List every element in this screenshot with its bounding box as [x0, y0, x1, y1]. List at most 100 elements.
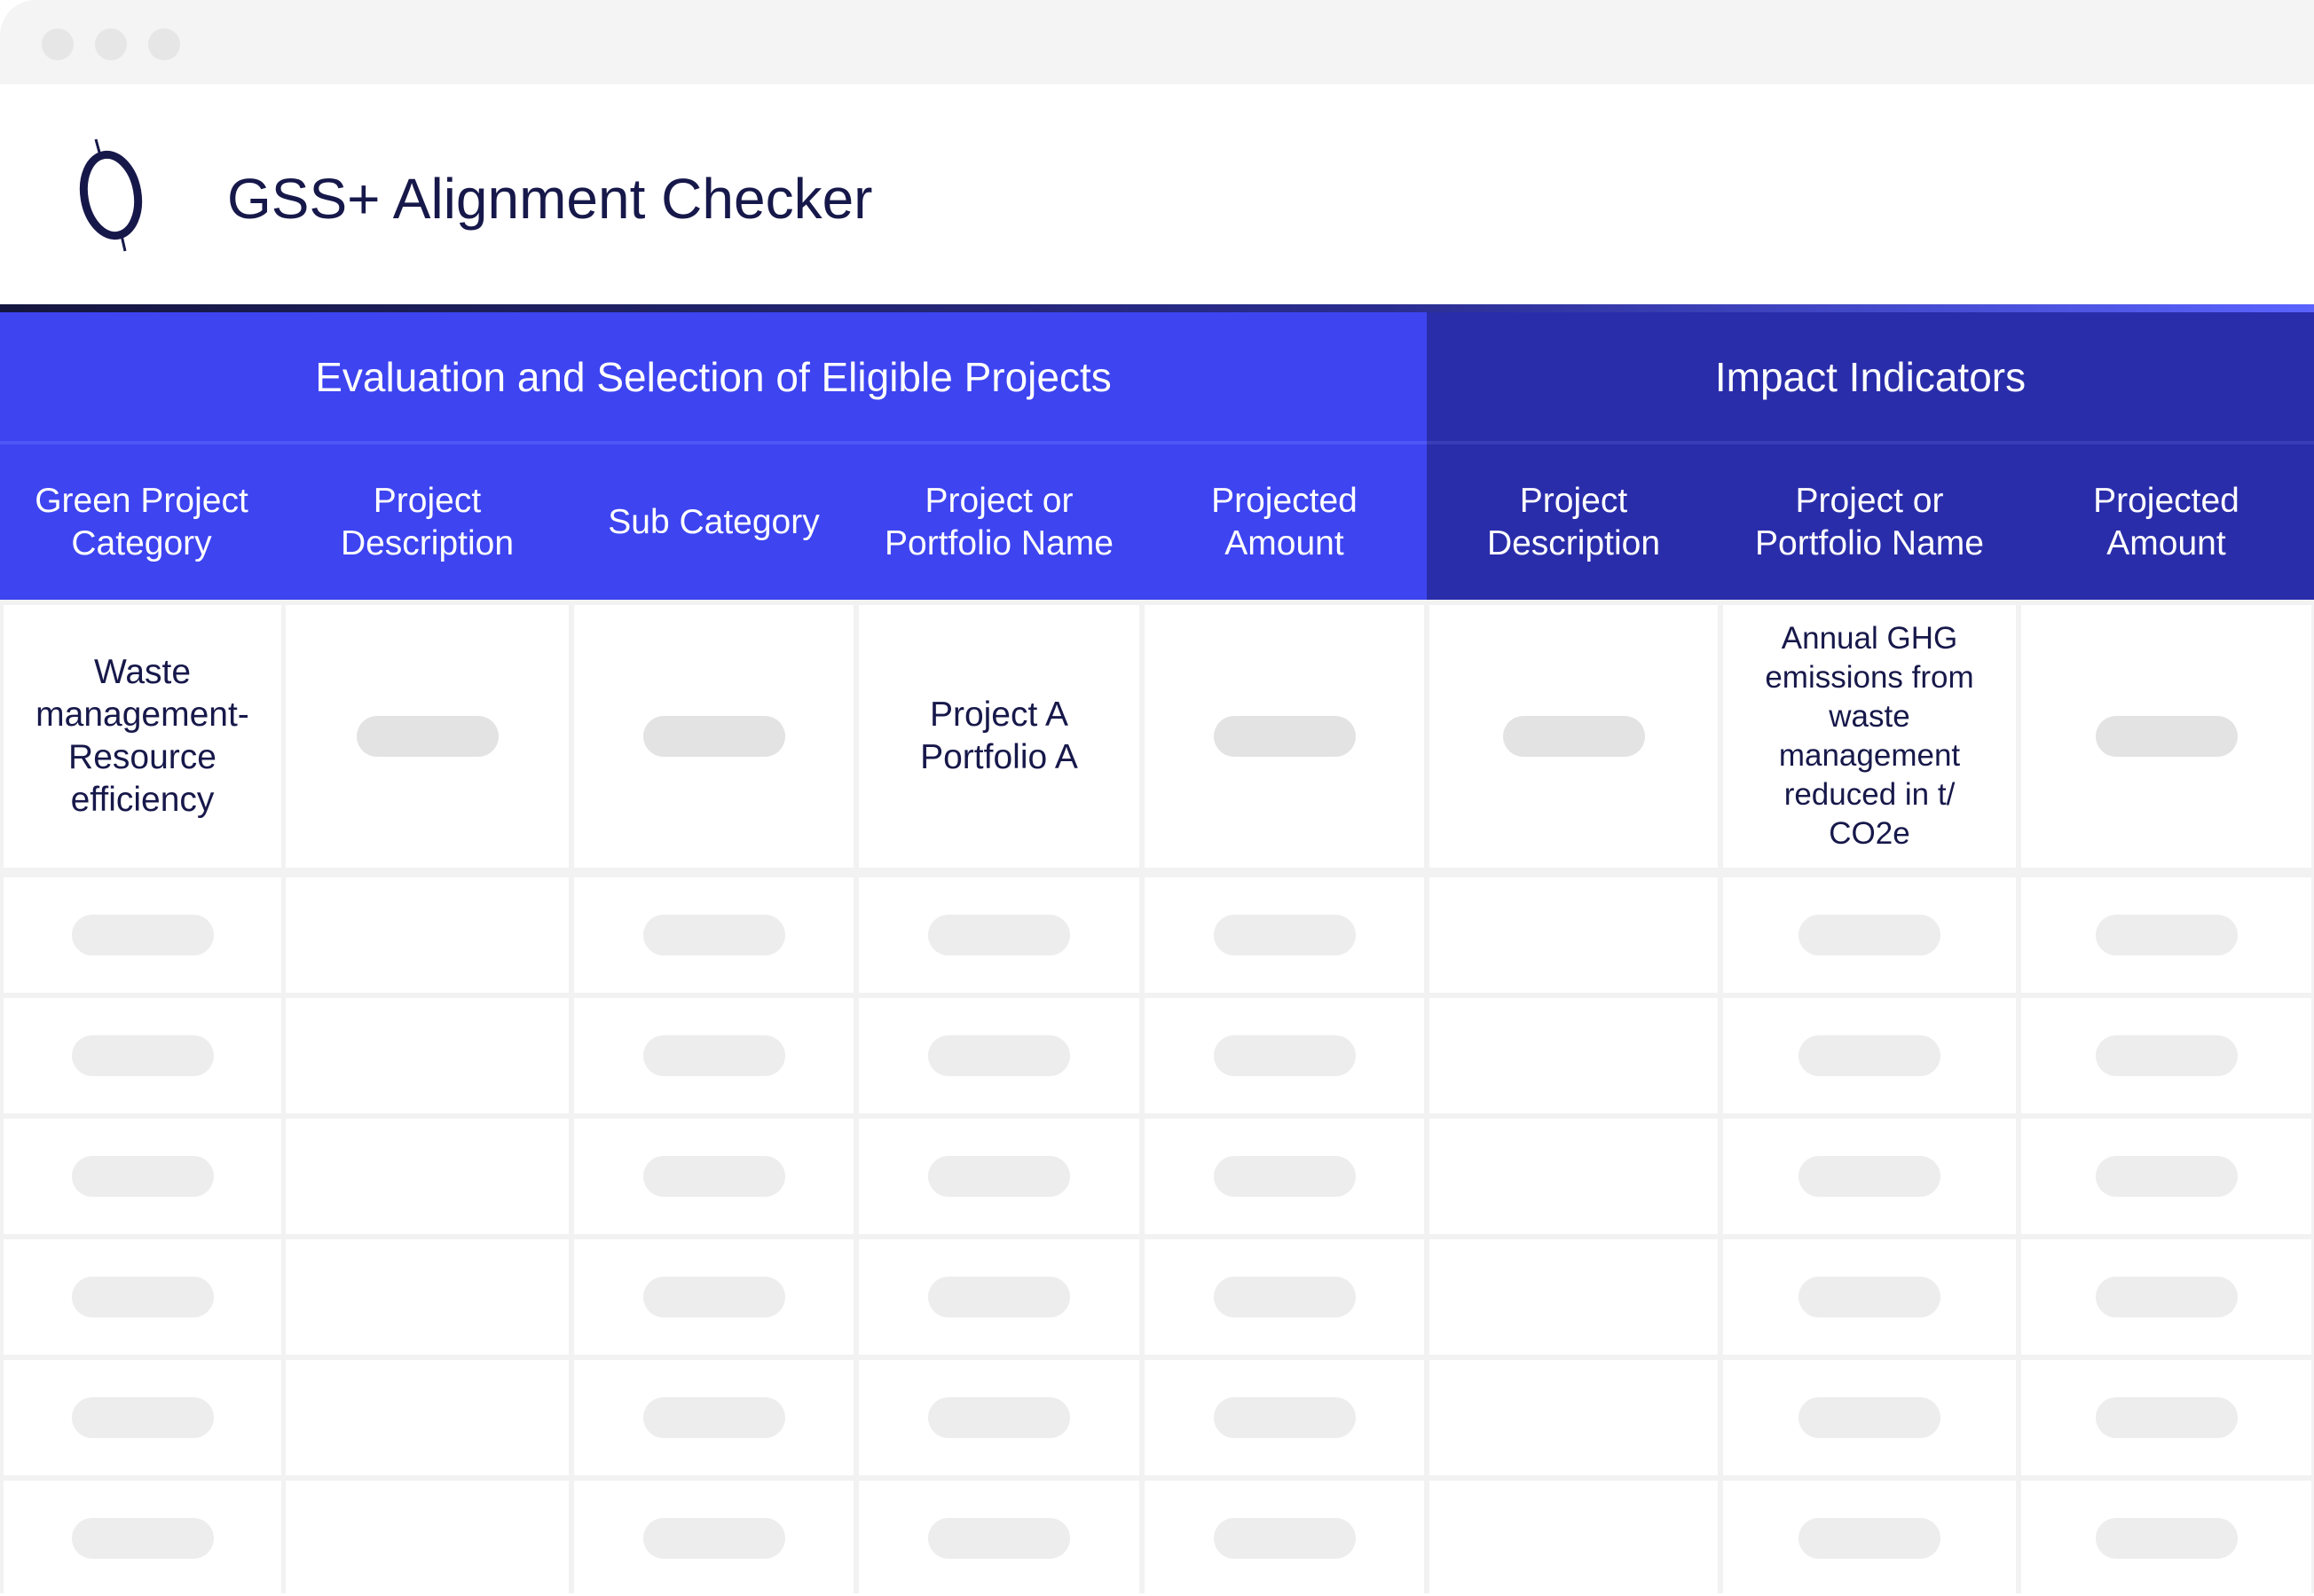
window-maximize-dot-icon[interactable]	[148, 28, 180, 60]
table-cell[interactable]	[4, 877, 281, 993]
table-cell[interactable]	[574, 998, 854, 1113]
table-cell[interactable]	[1145, 1481, 1424, 1596]
placeholder-pill	[71, 1518, 214, 1559]
placeholder-pill	[1213, 1035, 1356, 1076]
placeholder-pill	[356, 716, 499, 757]
placeholder-pill	[928, 1156, 1070, 1197]
table-cell[interactable]	[1429, 1481, 1718, 1596]
table-cell[interactable]	[1145, 998, 1424, 1113]
table-cell[interactable]	[286, 877, 569, 993]
table-cell[interactable]	[574, 1360, 854, 1475]
table-cell[interactable]	[1723, 1481, 2016, 1596]
table-cell[interactable]	[859, 1239, 1139, 1355]
placeholder-pill	[642, 716, 785, 757]
placeholder-pill	[928, 915, 1070, 955]
table-cell[interactable]	[2021, 605, 2311, 868]
placeholder-pill	[1798, 1397, 1940, 1438]
table-cell[interactable]	[1723, 998, 2016, 1113]
table-cell[interactable]	[1723, 877, 2016, 993]
window-titlebar	[0, 0, 2314, 84]
window-minimize-dot-icon[interactable]	[95, 28, 127, 60]
column-header-label: Projected Amount	[1211, 481, 1358, 562]
window-close-dot-icon[interactable]	[42, 28, 74, 60]
table-cell[interactable]	[1429, 998, 1718, 1113]
table-cell[interactable]	[859, 998, 1139, 1113]
column-header-label: Project Description	[1486, 481, 1661, 562]
table-cell[interactable]	[1145, 1239, 1424, 1355]
table-cell[interactable]	[1145, 1119, 1424, 1234]
column-header[interactable]: Project or Portfolio Name	[856, 444, 1142, 600]
table-cell[interactable]	[1145, 605, 1424, 868]
placeholder-pill	[1213, 915, 1356, 955]
table-cell[interactable]	[2021, 877, 2311, 993]
column-header[interactable]: Sub Category	[571, 444, 856, 600]
column-header-label: Green Project Category	[35, 481, 248, 562]
table-cell[interactable]	[574, 877, 854, 993]
placeholder-pill	[2095, 1156, 2238, 1197]
placeholder-pill	[642, 1035, 785, 1076]
cell-text: Project A Portfolio A	[920, 696, 1078, 776]
placeholder-pill	[1798, 1156, 1940, 1197]
table-cell[interactable]	[4, 1239, 281, 1355]
data-table: Waste management-Resource efficiency Proj…	[0, 600, 2314, 1596]
table-cell[interactable]	[859, 1119, 1139, 1234]
placeholder-pill	[1798, 1277, 1940, 1317]
table-cell[interactable]: Project A Portfolio A	[859, 605, 1139, 868]
table-cell[interactable]	[2021, 1360, 2311, 1475]
placeholder-pill	[1798, 1035, 1940, 1076]
table-cell[interactable]	[574, 605, 854, 868]
column-header[interactable]: Project Description	[1427, 444, 1720, 600]
column-header[interactable]: Projected Amount	[2019, 444, 2314, 600]
placeholder-pill	[2095, 915, 2238, 955]
table-cell[interactable]	[286, 1360, 569, 1475]
table-cell[interactable]	[574, 1481, 854, 1596]
column-header-label: Sub Category	[608, 502, 820, 541]
table-cell[interactable]	[1723, 1239, 2016, 1355]
column-header[interactable]: Green Project Category	[0, 444, 283, 600]
table-cell[interactable]	[4, 1481, 281, 1596]
placeholder-pill	[1213, 1277, 1356, 1317]
table-cell[interactable]	[859, 1481, 1139, 1596]
table-cell[interactable]	[1723, 1119, 2016, 1234]
table-cell[interactable]	[859, 877, 1139, 993]
table-cell[interactable]	[1145, 877, 1424, 993]
placeholder-pill	[928, 1397, 1070, 1438]
placeholder-pill	[642, 915, 785, 955]
table-cell[interactable]	[4, 1119, 281, 1234]
table-cell[interactable]	[4, 1360, 281, 1475]
table-cell[interactable]	[286, 1239, 569, 1355]
table-cell[interactable]	[2021, 998, 2311, 1113]
table-cell[interactable]	[1429, 1239, 1718, 1355]
table-cell[interactable]	[574, 1239, 854, 1355]
table-cell[interactable]: Annual GHG emissions from waste manageme…	[1723, 605, 2016, 868]
table-cell[interactable]: Waste management-Resource efficiency	[4, 605, 281, 868]
table-cell[interactable]	[1429, 1360, 1718, 1475]
table-cell[interactable]	[574, 1119, 854, 1234]
table-cell[interactable]	[286, 998, 569, 1113]
table-cell[interactable]	[286, 1481, 569, 1596]
table-cell[interactable]	[1145, 1360, 1424, 1475]
table-cell[interactable]	[1429, 877, 1718, 993]
table-cell[interactable]	[2021, 1481, 2311, 1596]
table-cell[interactable]	[2021, 1239, 2311, 1355]
logo-icon	[79, 138, 143, 252]
column-header[interactable]: Project or Portfolio Name	[1720, 444, 2019, 600]
placeholder-pill	[928, 1277, 1070, 1317]
table-cell[interactable]	[1429, 605, 1718, 868]
table-cell[interactable]	[286, 1119, 569, 1234]
table-cell[interactable]	[4, 998, 281, 1113]
table-cell[interactable]	[286, 605, 569, 868]
group-header-impact-indicators: Impact Indicators	[1427, 312, 2314, 441]
header-divider	[0, 304, 2314, 312]
app-header: GSS+ Alignment Checker	[0, 84, 2314, 304]
table-cell[interactable]	[859, 1360, 1139, 1475]
table-cell[interactable]	[1723, 1360, 2016, 1475]
divider	[1427, 441, 2314, 444]
column-header[interactable]: Project Description	[283, 444, 571, 600]
placeholder-pill	[1502, 716, 1645, 757]
placeholder-pill	[1798, 1518, 1940, 1559]
placeholder-pill	[71, 1397, 214, 1438]
table-cell[interactable]	[1429, 1119, 1718, 1234]
table-cell[interactable]	[2021, 1119, 2311, 1234]
column-header[interactable]: Projected Amount	[1142, 444, 1427, 600]
